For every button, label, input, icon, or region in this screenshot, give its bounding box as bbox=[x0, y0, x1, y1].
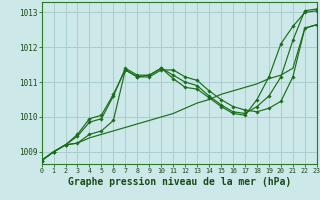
X-axis label: Graphe pression niveau de la mer (hPa): Graphe pression niveau de la mer (hPa) bbox=[68, 177, 291, 187]
